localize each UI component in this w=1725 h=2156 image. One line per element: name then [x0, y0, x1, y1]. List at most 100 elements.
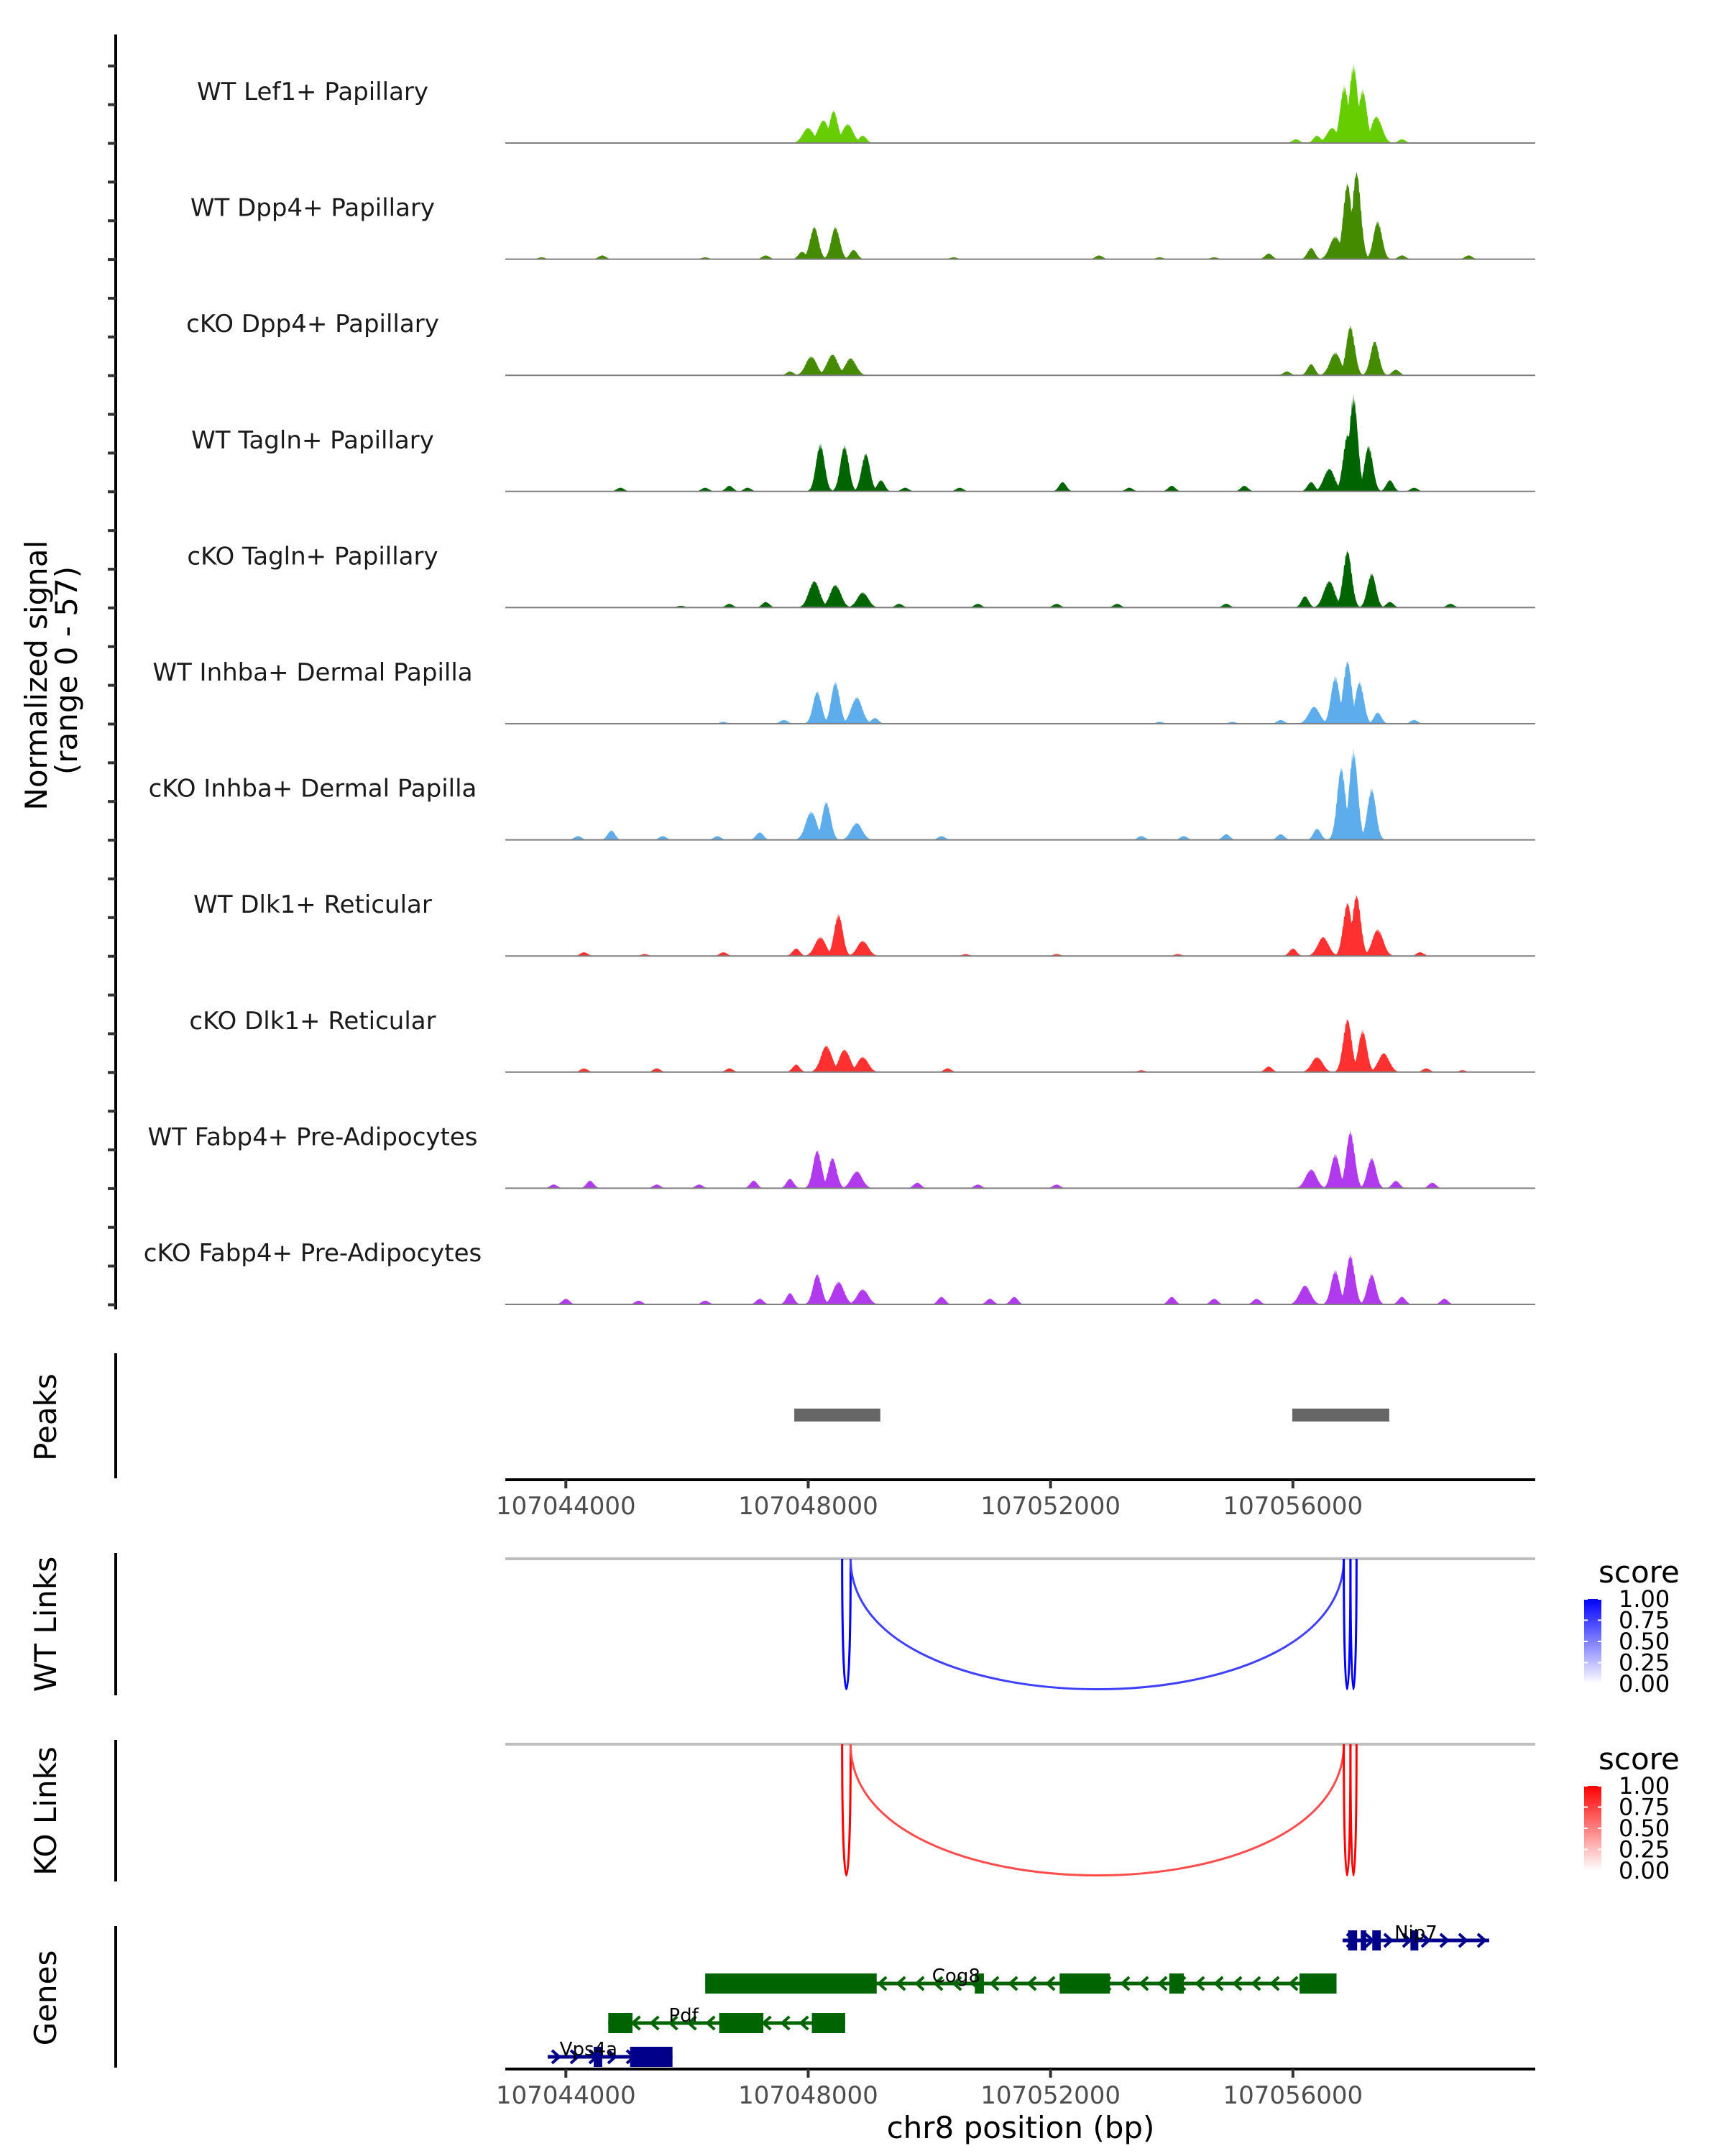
strand-arrow [607, 2049, 617, 2065]
coverage-track: cKO Dlk1+ Reticular [189, 1007, 1535, 1073]
coverage-panel: Normalized signal (range 0 - 57) WT Lef1… [19, 34, 1535, 1309]
strand-arrow [1251, 1976, 1261, 1991]
strand-arrow [1138, 1976, 1149, 1991]
strand-arrow [914, 1976, 925, 1991]
strand-arrow [1476, 1932, 1487, 1948]
legend-tick-label: 1.00 [1619, 1585, 1670, 1613]
strand-arrow [1120, 1976, 1131, 1991]
strand-arrow [780, 2015, 791, 2031]
peak-region-bar [1292, 1409, 1389, 1422]
genes-panel: Genes Nip7 Cog8 Pdf Vps4a 107044000 10704800… [28, 1922, 1535, 2145]
coverage-y-axis-title-line2: (range 0 - 57) [49, 566, 84, 775]
coverage-track-label: cKO Dlk1+ Reticular [189, 1007, 436, 1036]
gene-model: Vps4a [548, 2039, 673, 2067]
strand-arrow [1045, 1976, 1056, 1991]
coverage-track-label: cKO Fabp4+ Pre-Adipocytes [144, 1239, 482, 1268]
strand-arrow [1402, 1932, 1412, 1948]
coverage-track: WT Inhba+ Dermal Papilla [152, 658, 1535, 724]
link-arc [849, 1743, 1346, 1876]
peaks-track-label: Peaks [28, 1373, 63, 1461]
link-arc [841, 1558, 852, 1690]
gene-exon [1348, 1930, 1358, 1950]
peak-region-bar [794, 1409, 880, 1422]
gene-name-label: Cog8 [932, 1966, 980, 1987]
link-arc [1349, 1558, 1358, 1690]
legend-tick-label: 0.25 [1619, 1836, 1670, 1864]
strand-arrow [1213, 1976, 1224, 1991]
gene-exon [811, 2013, 845, 2033]
gene-exon [608, 2013, 633, 2033]
gene-exon [1410, 1930, 1419, 1950]
x-axis-tick-label: 107052000 [980, 1492, 1121, 1521]
coverage-area [505, 1130, 1535, 1189]
coverage-area [505, 394, 1535, 492]
gene-exon [1300, 1973, 1337, 1994]
strand-arrow [1026, 1976, 1037, 1991]
coverage-track: cKO Dpp4+ Papillary [186, 310, 1535, 377]
coverage-track-label: cKO Tagln+ Papillary [187, 542, 438, 571]
strand-arrow [1269, 1976, 1280, 1991]
wt-links-track-label: WT Links [28, 1557, 63, 1692]
coverage-track: WT Fabp4+ Pre-Adipocytes [148, 1123, 1535, 1189]
strand-arrow [551, 2049, 561, 2065]
peaks-panel: Peaks 107044000 107048000 107052000 1070560… [28, 1353, 1535, 1521]
coverage-area [505, 172, 1535, 259]
genes-track-label: Genes [28, 1950, 63, 2046]
x-axis-title: chr8 position (bp) [887, 2110, 1155, 2145]
link-arc [849, 1558, 1346, 1690]
ko-link-arcs [841, 1743, 1358, 1876]
coverage-y-axis-title-line1: Normalized signal [19, 540, 54, 811]
x-axis-tick-label: 107048000 [738, 2081, 878, 2110]
strand-arrow [686, 2015, 697, 2031]
x-axis-tick-label: 107056000 [1223, 2081, 1363, 2110]
strand-arrow [1288, 1976, 1299, 1991]
gene-name-label: Nip7 [1394, 1922, 1438, 1944]
link-arc [841, 1743, 852, 1876]
strand-arrow [1439, 1932, 1450, 1948]
strand-arrow [649, 2015, 660, 2031]
gene-models: Nip7 Cog8 Pdf Vps4a [548, 1922, 1489, 2067]
ko-links-track-label: KO Links [28, 1746, 63, 1876]
strand-arrow [1008, 1976, 1018, 1991]
coverage-track-label: WT Dpp4+ Papillary [190, 194, 435, 223]
peak-bars [794, 1409, 1389, 1422]
wt-link-arcs [841, 1558, 1358, 1690]
coverage-track-label: cKO Dpp4+ Papillary [186, 310, 439, 338]
gene-exon [1361, 1930, 1366, 1950]
gene-exon [705, 1973, 877, 1994]
coverage-track: WT Tagln+ Papillary [191, 394, 1535, 492]
gene-exon [1372, 1930, 1381, 1950]
legend-tick-label: 0.75 [1619, 1607, 1670, 1634]
x-axis-tick-label: 107044000 [496, 2081, 636, 2110]
coverage-track: cKO Fabp4+ Pre-Adipocytes [144, 1239, 1535, 1305]
strand-arrow [705, 2015, 716, 2031]
gene-exon [975, 1973, 984, 1994]
coverage-area [505, 660, 1535, 724]
gene-exon [594, 2047, 602, 2067]
coverage-track: cKO Inhba+ Dermal Papilla [149, 747, 1535, 841]
gene-model: Pdf [608, 2005, 845, 2033]
strand-arrow [1195, 1976, 1205, 1991]
coverage-area [505, 747, 1535, 840]
strand-arrow [668, 2015, 678, 2031]
coverage-track-label: WT Tagln+ Papillary [191, 426, 434, 455]
gene-model: Nip7 [1342, 1922, 1489, 1950]
legend-tick-label: 0.00 [1619, 1670, 1670, 1697]
strand-arrow [1232, 1976, 1243, 1991]
coverage-track-label: WT Inhba+ Dermal Papilla [152, 658, 472, 687]
x-axis-tick-label: 107056000 [1223, 1492, 1363, 1521]
strand-arrow [933, 1976, 944, 1991]
legend-title: score [1598, 1741, 1680, 1777]
legend-tick-label: 0.00 [1619, 1857, 1670, 1884]
gene-model: Cog8 [705, 1966, 1337, 1994]
gene-name-label: Pdf [668, 2005, 699, 2027]
legend-tick-label: 0.75 [1619, 1794, 1670, 1821]
gene-name-label: Vps4a [560, 2039, 617, 2060]
strand-arrow [1458, 1932, 1468, 1948]
legend-tick-label: 0.50 [1619, 1628, 1670, 1655]
